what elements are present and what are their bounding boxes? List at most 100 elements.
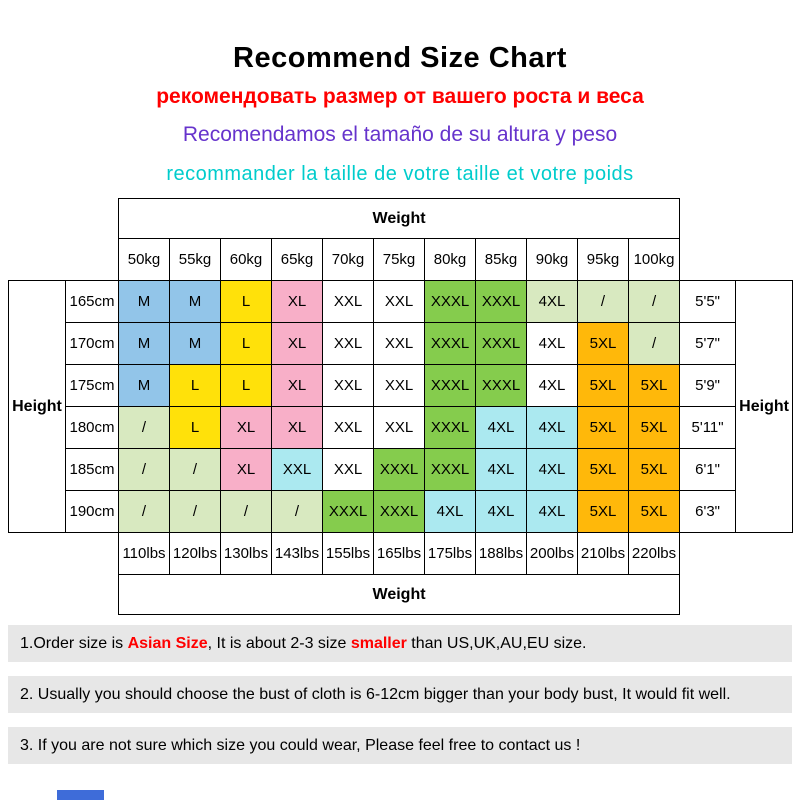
height-cm-label: 175cm: [65, 364, 119, 407]
blank-corner: [679, 532, 793, 575]
blank-corner: [679, 238, 793, 281]
size-cell: L: [220, 280, 272, 323]
size-cell: XXXL: [424, 448, 476, 491]
size-cell: XL: [220, 448, 272, 491]
size-cell: /: [118, 448, 170, 491]
size-cell: L: [169, 406, 221, 449]
size-cell: XXL: [322, 322, 374, 365]
note-asian-size: 1.Order size is Asian Size, It is about …: [8, 625, 792, 662]
size-cell: /: [271, 490, 323, 533]
subtitle-french: recommander la taille de votre taille et…: [166, 163, 634, 185]
weight-lbs-label: 130lbs: [220, 532, 272, 575]
size-cell: XXL: [322, 364, 374, 407]
size-cell: 5XL: [627, 406, 681, 449]
size-cell: 4XL: [526, 364, 578, 407]
weight-kg-label: 90kg: [526, 238, 578, 281]
size-cell: /: [118, 406, 170, 449]
height-cm-label: 190cm: [65, 490, 119, 533]
weight-kg-label: 95kg: [577, 238, 629, 281]
weight-kg-label: 85kg: [475, 238, 527, 281]
size-cell: XL: [271, 364, 323, 407]
size-cell: /: [169, 490, 221, 533]
weight-kg-label: 60kg: [220, 238, 272, 281]
weight-kg-label: 65kg: [271, 238, 323, 281]
size-cell: XL: [271, 406, 323, 449]
size-cell: L: [220, 364, 272, 407]
size-cell: XXL: [373, 280, 425, 323]
weight-kg-label: 80kg: [424, 238, 476, 281]
size-cell: XXL: [373, 364, 425, 407]
page-header: Recommend Size Chart рекомендовать разме…: [0, 0, 800, 186]
size-cell: M: [118, 364, 170, 407]
blank-corner: [8, 532, 119, 575]
height-cm-label: 170cm: [65, 322, 119, 365]
size-cell: L: [169, 364, 221, 407]
weight-lbs-label: 165lbs: [373, 532, 425, 575]
size-cell: 5XL: [627, 448, 681, 491]
size-cell: /: [627, 322, 681, 365]
weight-kg-label: 70kg: [322, 238, 374, 281]
size-cell: XXXL: [475, 280, 527, 323]
size-cell: /: [577, 280, 629, 323]
size-chart-table-container: Weight 50kg 55kg 60kg 65kg 70kg 75kg 80kg 85kg 90…: [8, 198, 794, 615]
size-cell: XL: [271, 280, 323, 323]
size-cell: /: [118, 490, 170, 533]
size-cell: 5XL: [577, 322, 629, 365]
height-ft-label: 5'9": [679, 364, 737, 407]
size-cell: /: [169, 448, 221, 491]
size-cell: 4XL: [526, 406, 578, 449]
subtitle-russian: рекомендовать размер от вашего роста и в…: [156, 85, 644, 108]
size-cell: M: [118, 322, 170, 365]
size-cell: XXL: [322, 280, 374, 323]
weight-kg-label: 75kg: [373, 238, 425, 281]
size-cell: 4XL: [424, 490, 476, 533]
size-cell: 5XL: [577, 490, 629, 533]
height-cm-label: 165cm: [65, 280, 119, 323]
size-table: Weight 50kg 55kg 60kg 65kg 70kg 75kg 80kg 85kg 90…: [8, 198, 794, 615]
weight-lbs-label: 143lbs: [271, 532, 323, 575]
weight-kg-label: 50kg: [118, 238, 170, 281]
size-cell: 5XL: [577, 364, 629, 407]
height-cm-label: 185cm: [65, 448, 119, 491]
note-contact-us: 3. If you are not sure which size you co…: [8, 727, 792, 764]
size-cell: 4XL: [475, 406, 527, 449]
subtitle-spanish: Recomendamos el tamaño de su altura y pe…: [182, 123, 618, 146]
size-cell: XXXL: [424, 280, 476, 323]
note-red-text: Asian Size: [127, 635, 208, 652]
page-title: Recommend Size Chart: [233, 42, 567, 74]
blank-corner: [8, 574, 119, 615]
size-cell: XXXL: [373, 490, 425, 533]
weight-kg-label: 55kg: [169, 238, 221, 281]
weight-lbs-label: 175lbs: [424, 532, 476, 575]
height-header-right: Height: [735, 280, 794, 533]
size-cell: XXXL: [475, 364, 527, 407]
size-cell: XXL: [322, 448, 374, 491]
size-cell: M: [169, 322, 221, 365]
size-cell: XXL: [373, 406, 425, 449]
height-ft-label: 5'7": [679, 322, 737, 365]
height-ft-label: 5'11": [679, 406, 737, 449]
weight-lbs-label: 155lbs: [322, 532, 374, 575]
blank-corner: [679, 574, 793, 615]
weight-lbs-label: 110lbs: [118, 532, 170, 575]
height-ft-label: 6'3": [679, 490, 737, 533]
note-bust-advice: 2. Usually you should choose the bust of…: [8, 676, 792, 713]
size-cell: /: [627, 280, 681, 323]
size-cell: 5XL: [627, 364, 681, 407]
size-cell: XXL: [322, 406, 374, 449]
size-cell: XXXL: [475, 322, 527, 365]
blank-corner: [679, 198, 793, 239]
weight-header-bottom: Weight: [117, 574, 681, 615]
note-text: than US,UK,AU,EU size.: [406, 635, 587, 652]
size-cell: 4XL: [526, 490, 578, 533]
bottom-blue-strip: [57, 790, 104, 800]
size-cell: /: [220, 490, 272, 533]
size-cell: 4XL: [526, 448, 578, 491]
weight-header-top: Weight: [117, 198, 681, 239]
size-cell: XL: [220, 406, 272, 449]
height-header-left: Height: [8, 280, 66, 533]
size-cell: 5XL: [577, 448, 629, 491]
size-cell: XXL: [271, 448, 323, 491]
size-cell: 4XL: [526, 280, 578, 323]
note-text: 1.Order size is: [20, 635, 128, 652]
